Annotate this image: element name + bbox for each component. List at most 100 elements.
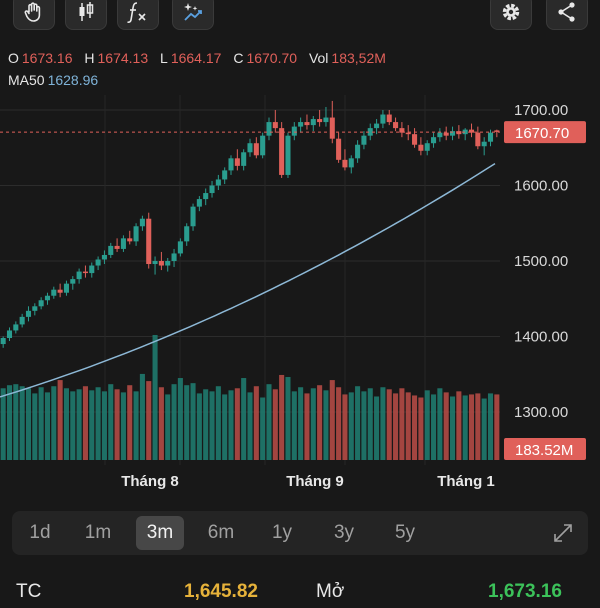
low-label: L <box>160 50 168 66</box>
gear-icon <box>502 3 520 21</box>
candle <box>70 276 76 290</box>
candle <box>405 125 411 141</box>
candle <box>57 283 63 298</box>
volume-bar <box>158 387 164 460</box>
indicator-button[interactable] <box>117 0 159 30</box>
y-tick-label: 1500.00 <box>514 253 568 270</box>
candle <box>348 155 354 174</box>
candle-body <box>462 129 468 135</box>
candle <box>329 100 335 144</box>
volume-bar <box>380 387 386 460</box>
candle <box>279 122 285 178</box>
candle <box>475 126 481 150</box>
candle <box>38 297 44 310</box>
candle-body <box>139 218 145 227</box>
last-price-tag <box>504 121 586 144</box>
price-chart[interactable]: 1700.00 1600.00 1500.00 1400.00 1300.00 1670.… <box>0 95 600 495</box>
drawing-tool-button[interactable] <box>172 0 214 30</box>
candle-body <box>412 134 418 145</box>
candle-body <box>291 126 297 136</box>
candle <box>399 122 405 138</box>
volume-bar <box>222 394 228 460</box>
candle <box>165 257 171 272</box>
volume-bar <box>209 391 215 460</box>
volume-bar <box>57 380 63 460</box>
volume-bar <box>374 396 380 460</box>
period-6m-button[interactable]: 6m <box>207 522 235 543</box>
y-tick-label: 1600.00 <box>514 178 568 195</box>
volume-bar <box>152 335 158 460</box>
candle-body <box>13 324 19 331</box>
y-tick-label: 1300.00 <box>514 404 568 421</box>
volume-bar <box>247 392 253 460</box>
candle-body <box>443 132 449 136</box>
period-1y-button[interactable]: 1y <box>271 522 293 543</box>
candle <box>412 128 418 148</box>
volume-bar <box>228 390 234 460</box>
volume-bar <box>19 386 25 460</box>
candle <box>487 129 494 147</box>
gesture-tool-button[interactable] <box>13 0 55 30</box>
volume-bar <box>418 397 424 460</box>
candle-body <box>266 122 272 136</box>
period-3y-button[interactable]: 3y <box>333 522 355 543</box>
tc-label: TC <box>16 581 42 602</box>
volume-bar <box>25 388 32 460</box>
candle <box>190 203 196 231</box>
candle-body <box>304 122 310 126</box>
open-price-value: 1,673.16 <box>488 581 562 602</box>
candle <box>323 106 329 127</box>
candle <box>291 122 297 141</box>
candle-body <box>120 238 126 249</box>
period-1d-button[interactable]: 1d <box>29 522 51 543</box>
share-button[interactable] <box>546 0 588 30</box>
volume-bar <box>196 393 202 460</box>
candle <box>247 138 253 157</box>
fullscreen-button[interactable] <box>552 522 574 549</box>
quote-summary: TC 1,645.82 Mở 1,673.16 <box>0 578 600 608</box>
period-5y-button[interactable]: 5y <box>394 522 416 543</box>
candle-body <box>317 119 323 123</box>
volume-bar <box>44 392 50 460</box>
candle-body <box>487 132 494 142</box>
volume-bar <box>101 391 107 460</box>
period-3m-button[interactable]: 3m <box>136 516 184 550</box>
tc-value: 1,645.82 <box>184 581 258 602</box>
candle-body <box>108 245 114 255</box>
candle-body <box>348 158 354 168</box>
volume-bar <box>450 396 456 460</box>
candle <box>0 336 6 348</box>
candle-body <box>234 158 240 166</box>
chart-toolbar <box>0 0 600 34</box>
candle-body <box>196 199 202 207</box>
candle <box>481 137 487 156</box>
settings-button[interactable] <box>490 0 532 30</box>
candle-body <box>171 253 177 261</box>
volume-bar <box>266 384 272 460</box>
candle <box>418 137 424 156</box>
candle-body <box>6 330 13 339</box>
candle-body <box>184 226 190 242</box>
hand-pointer-icon <box>24 2 41 22</box>
candle-body <box>38 300 44 307</box>
volume-bar <box>431 394 437 460</box>
candle-body <box>418 144 424 151</box>
volume-bar <box>355 386 361 460</box>
candle-body <box>380 114 386 124</box>
candle <box>184 223 190 246</box>
candle-body <box>468 129 475 133</box>
period-1m-button[interactable]: 1m <box>84 522 112 543</box>
candle <box>424 140 430 156</box>
y-tick-label: 1400.00 <box>514 329 568 346</box>
volume-bar <box>146 381 152 460</box>
candle-body <box>228 158 234 171</box>
volume-label: Vol <box>308 50 329 66</box>
volume-bar <box>386 389 392 460</box>
candle-body <box>76 271 82 280</box>
volume-bar <box>481 398 487 460</box>
candle <box>386 110 392 126</box>
volume-bar <box>412 395 418 460</box>
chart-type-button[interactable] <box>65 0 107 30</box>
candle <box>114 238 120 252</box>
candle <box>285 132 291 178</box>
